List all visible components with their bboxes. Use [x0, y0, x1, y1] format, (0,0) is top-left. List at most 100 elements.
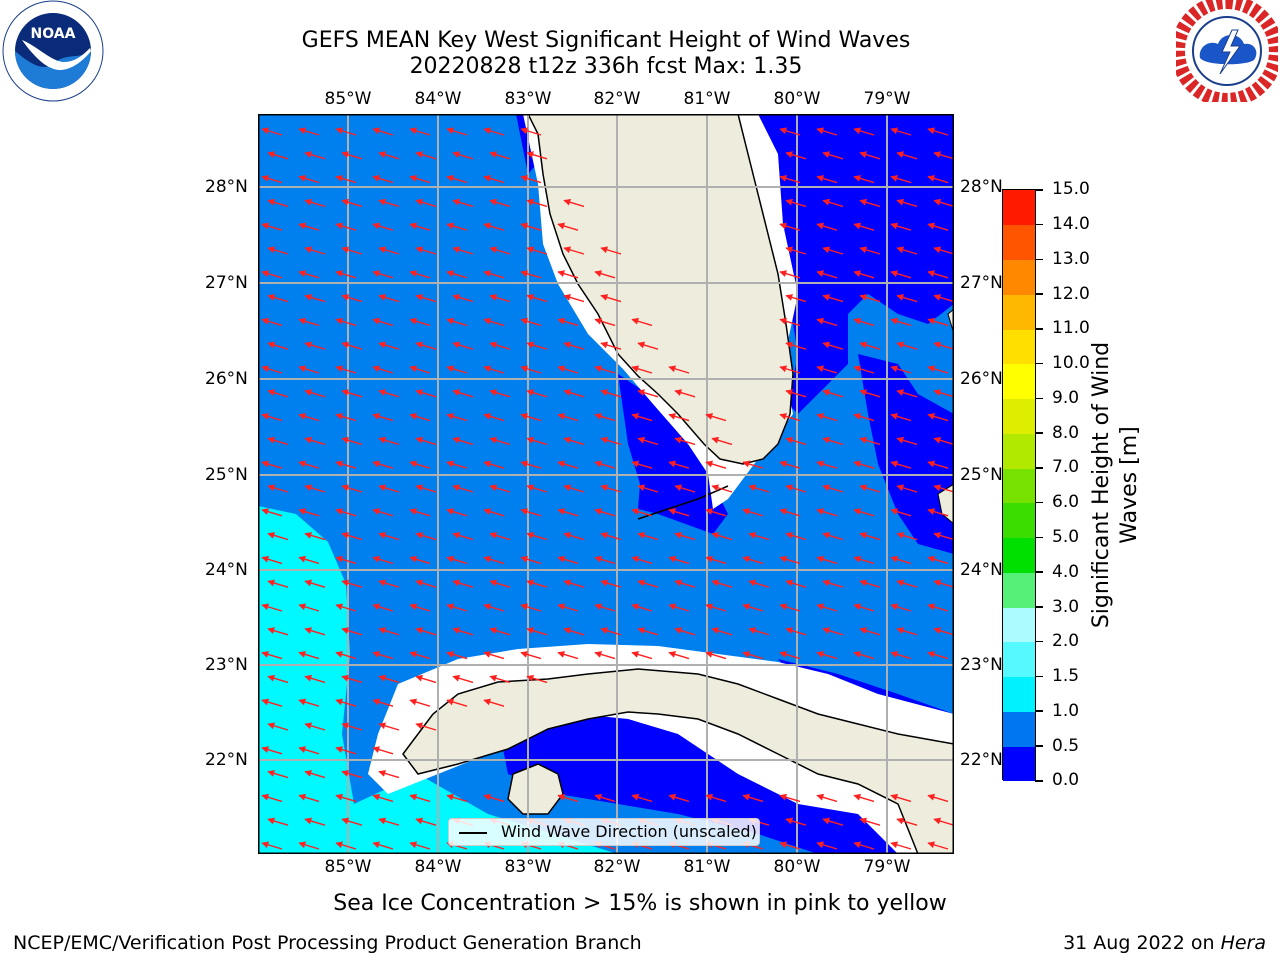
wind-wave-arrow — [890, 175, 912, 184]
wind-wave-arrow — [816, 841, 838, 850]
noaa-logo-text: NOAA — [31, 26, 76, 42]
colorbar-segment — [1003, 746, 1035, 782]
wind-wave-arrow — [267, 627, 289, 636]
wind-wave-arrow — [779, 555, 801, 565]
colorbar-tick-label: 7.0 — [1052, 457, 1080, 477]
wind-wave-arrow — [267, 341, 289, 350]
wind-wave-arrow — [261, 603, 283, 612]
wind-wave-arrow — [927, 460, 949, 469]
wind-wave-arrow — [267, 151, 289, 160]
wind-wave-arrow — [890, 365, 912, 374]
wind-wave-arrow — [335, 555, 357, 565]
colorbar-tick-label: 1.0 — [1052, 701, 1080, 721]
wind-wave-arrow — [415, 151, 437, 160]
wind-wave-arrow — [335, 222, 357, 231]
wind-wave-arrow — [631, 317, 653, 327]
wind-wave-arrow — [563, 436, 585, 446]
wind-wave-arrow — [304, 151, 326, 160]
wind-wave-arrow — [927, 841, 949, 850]
wind-wave-arrow — [933, 817, 954, 826]
wind-wave-arrow — [816, 270, 838, 279]
wind-wave-arrow — [853, 317, 875, 327]
wind-wave-arrow — [890, 413, 912, 422]
wind-wave-arrow — [341, 294, 363, 303]
wind-wave-arrow — [483, 508, 505, 517]
wind-wave-arrow — [298, 793, 320, 803]
wind-wave-arrow — [452, 151, 474, 160]
lon-label-bottom: 82°W — [593, 857, 641, 877]
wind-wave-arrow — [446, 793, 468, 803]
wind-wave-arrow — [409, 365, 431, 374]
wind-wave-arrow — [341, 817, 363, 826]
wind-wave-arrow — [779, 413, 801, 422]
wind-wave-arrow — [520, 460, 542, 469]
wind-wave-arrow — [298, 127, 320, 136]
lat-label-left: 23°N — [205, 655, 248, 675]
lon-label-top: 85°W — [324, 89, 372, 109]
wind-wave-arrow — [785, 198, 807, 208]
wind-wave-arrow — [298, 317, 320, 327]
wind-wave-arrow — [816, 460, 838, 469]
wind-wave-arrow — [557, 413, 579, 422]
lat-label-right: 23°N — [960, 655, 1003, 675]
wind-wave-arrow — [372, 413, 394, 422]
wind-wave-arrow — [526, 579, 548, 588]
wind-wave-arrow — [890, 127, 912, 136]
wind-wave-arrow — [446, 603, 468, 612]
wind-wave-arrow — [859, 484, 881, 493]
wind-wave-arrow — [261, 793, 283, 803]
wind-wave-arrow — [594, 460, 616, 469]
wind-wave-arrow — [483, 793, 505, 803]
wind-wave-arrow — [822, 627, 844, 636]
wind-wave-arrow — [298, 460, 320, 469]
wind-wave-arrow — [637, 532, 659, 541]
colorbar-tick-mark — [1035, 745, 1043, 747]
wind-wave-arrow — [483, 127, 505, 136]
wind-wave-arrow — [674, 627, 696, 636]
wind-wave-arrow — [267, 674, 289, 684]
wind-wave-arrow — [563, 579, 585, 588]
colorbar-segment — [1003, 224, 1035, 260]
wind-wave-arrow — [489, 674, 511, 684]
wind-wave-arrow — [378, 436, 400, 446]
wind-wave-arrow — [483, 270, 505, 279]
wind-wave-arrow — [335, 270, 357, 279]
lat-label-right: 22°N — [960, 750, 1003, 770]
wind-wave-arrow — [415, 532, 437, 541]
wind-wave-arrow — [261, 365, 283, 374]
wind-wave-arrow — [563, 246, 585, 255]
wind-wave-arrow — [261, 222, 283, 231]
wind-wave-arrow — [304, 294, 326, 303]
lon-label-bottom: 81°W — [683, 857, 731, 877]
wind-wave-arrow — [822, 817, 844, 826]
wind-wave-arrow — [261, 508, 283, 517]
wind-wave-arrow — [520, 365, 542, 374]
wind-wave-arrow — [600, 246, 622, 255]
footer-right: 31 Aug 2022 on Hera — [1063, 932, 1266, 954]
wind-wave-arrow — [415, 627, 437, 636]
wind-wave-arrow — [631, 413, 653, 422]
colorbar-tick-label: 14.0 — [1052, 214, 1090, 234]
wind-wave-arrow — [526, 436, 548, 446]
wind-wave-arrow — [341, 389, 363, 398]
lon-label-top: 83°W — [504, 89, 552, 109]
wind-wave-arrow — [557, 270, 579, 279]
lon-label-top: 79°W — [863, 89, 911, 109]
wind-wave-arrow — [335, 841, 357, 850]
colorbar-tick-mark — [1035, 536, 1043, 539]
wind-wave-arrow — [600, 627, 622, 636]
wind-wave-arrow — [779, 460, 801, 469]
wind-wave-arrow — [489, 627, 511, 636]
lat-label-left: 24°N — [205, 560, 248, 580]
wind-wave-arrow — [520, 508, 542, 517]
wind-wave-arrow — [298, 365, 320, 374]
lat-label-right: 27°N — [960, 273, 1003, 293]
wind-wave-arrow — [372, 365, 394, 374]
wind-wave-arrow — [341, 579, 363, 588]
wind-wave-arrow — [890, 508, 912, 517]
wind-wave-arrow — [859, 389, 881, 398]
wind-wave-arrow — [779, 127, 801, 136]
colorbar-segment — [1003, 502, 1035, 539]
wind-wave-arrow — [304, 722, 326, 731]
wind-wave-arrow — [415, 817, 437, 826]
